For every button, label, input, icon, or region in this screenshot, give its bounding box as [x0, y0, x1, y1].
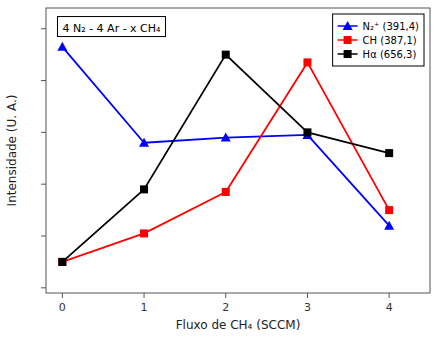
data-point: [222, 188, 230, 196]
legend-marker: [343, 21, 353, 30]
x-tick-label: 2: [222, 301, 229, 314]
y-tick: [41, 132, 46, 133]
series-line: [62, 47, 389, 226]
legend-label: N₂⁺ (391,4): [363, 21, 419, 32]
x-tick-label: 0: [59, 301, 66, 314]
series-line: [62, 55, 389, 262]
legend: N₂⁺ (391,4) CH (387,1) Hα (656,3): [333, 14, 424, 66]
data-point: [385, 206, 393, 214]
x-tick-label: 3: [304, 301, 311, 314]
x-tick-label: 1: [141, 301, 148, 314]
y-tick: [41, 80, 46, 81]
data-point: [303, 58, 311, 66]
x-axis-label: Fluxo de CH₄ (SCCM): [176, 318, 301, 332]
data-point: [303, 128, 311, 136]
data-point: [222, 51, 230, 59]
data-point: [385, 149, 393, 157]
data-point: [384, 221, 394, 230]
x-tick: [144, 293, 145, 298]
y-tick: [41, 287, 46, 288]
data-point: [221, 133, 231, 142]
x-tick: [62, 293, 63, 298]
plot-frame: [46, 8, 430, 293]
title-frame: [58, 17, 166, 37]
data-point: [58, 258, 66, 266]
y-tick: [41, 236, 46, 237]
x-tick-label: 4: [386, 301, 393, 314]
data-point: [57, 42, 67, 51]
data-point: [139, 138, 149, 147]
plot-area: [57, 42, 394, 266]
data-point: [58, 258, 66, 266]
title-box: 4 N₂ - 4 Ar - x CH₄: [58, 17, 166, 37]
series-line: [62, 62, 389, 262]
x-tick: [389, 293, 390, 298]
legend-marker: [344, 50, 352, 58]
y-tick: [41, 184, 46, 185]
data-point: [140, 185, 148, 193]
legend-frame: [333, 14, 424, 66]
chart: 0 1 2 3 4 Fluxo de CH₄ (SCCM) Intensidade (U. …: [0, 0, 438, 337]
legend-label: CH (387,1): [363, 35, 417, 46]
y-axis-label: Intensidade (U. A.): [5, 95, 19, 207]
x-tick: [225, 293, 226, 298]
legend-marker: [344, 36, 352, 44]
legend-label: Hα (656,3): [363, 49, 417, 60]
title: 4 N₂ - 4 Ar - x CH₄: [63, 22, 162, 35]
data-point: [140, 229, 148, 237]
y-tick: [41, 28, 46, 29]
x-tick: [307, 293, 308, 298]
